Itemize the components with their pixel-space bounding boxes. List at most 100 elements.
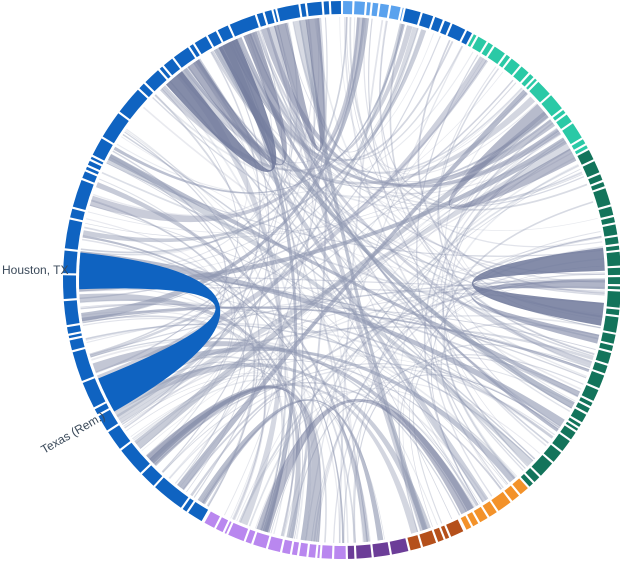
chord-line: [315, 231, 601, 542]
chord-line: [343, 354, 584, 544]
ring-segment: [282, 539, 293, 555]
chord-ribbon: [187, 31, 287, 166]
chord-ribbon: [116, 143, 571, 423]
chord-line: [339, 16, 524, 170]
label-texas-rem: Texas (Rem.): [39, 409, 108, 457]
ring-segment: [529, 81, 550, 103]
ring-segment: [67, 325, 81, 334]
ring-segment: [608, 277, 620, 285]
ring-segment: [330, 1, 341, 15]
ring-segment: [579, 397, 593, 407]
ring-segment: [607, 267, 620, 276]
ring-segment: [378, 3, 389, 18]
ring-segment: [82, 171, 97, 183]
ring-segment: [588, 174, 603, 185]
ring-segment: [504, 485, 519, 501]
chord-line: [292, 21, 606, 283]
chord-line: [79, 286, 266, 520]
chord-ribbon: [256, 398, 474, 533]
ring-segment: [606, 245, 620, 252]
chord-line: [248, 164, 580, 527]
ring-segment: [581, 385, 599, 401]
chord-line: [79, 79, 514, 300]
chord-line: [311, 363, 575, 542]
chord-ribbon: [134, 111, 549, 449]
chord-ribbon: [298, 19, 428, 531]
ring-segment: [139, 83, 153, 98]
ring-segment: [204, 511, 220, 528]
chord-line: [162, 33, 434, 173]
chord-line: [379, 20, 585, 207]
ring-segment: [595, 349, 612, 364]
ring-segment: [472, 36, 487, 53]
chord-line: [169, 366, 555, 479]
ring-segment: [343, 1, 353, 15]
chord-line: [95, 88, 239, 374]
ring-segment: [291, 541, 299, 556]
ring-segment: [277, 4, 301, 22]
chord-line: [124, 51, 261, 429]
ring-segment: [601, 332, 616, 344]
ring-segment: [568, 417, 581, 427]
ring-segment: [347, 545, 355, 559]
ring-segment: [228, 522, 249, 542]
chord-line: [89, 278, 606, 357]
ring-segment: [481, 42, 493, 57]
chord-line: [363, 18, 603, 248]
ring-segment: [253, 532, 270, 549]
label-houston-tx: Houston, TX: [2, 263, 68, 277]
ring-segment: [207, 31, 222, 47]
chord-line: [162, 130, 559, 473]
ring-segment: [300, 3, 307, 17]
ring-segment: [317, 545, 321, 559]
ring-segment: [323, 1, 330, 15]
chord-line: [122, 133, 536, 460]
ring-segment: [606, 251, 620, 267]
chord-ribbon: [149, 386, 312, 541]
ring-segment: [430, 17, 443, 32]
chord-line: [82, 315, 295, 537]
chord-line: [282, 157, 576, 537]
ring-segment: [592, 361, 608, 374]
chord-ribbon: [79, 252, 221, 412]
chord-line: [116, 51, 474, 196]
chord-line: [379, 20, 595, 356]
ring-segment: [598, 206, 614, 218]
chord-line: [109, 156, 247, 486]
chord-line: [91, 200, 233, 457]
ring-segment: [356, 544, 372, 559]
ring-segment: [68, 333, 82, 339]
ring-segment: [520, 474, 533, 487]
ring-segment: [87, 160, 102, 171]
ring-segment: [521, 74, 534, 87]
ring-segment: [145, 70, 167, 92]
chord-ribbon: [471, 280, 605, 344]
ring-segment: [601, 217, 615, 225]
ring-segment: [460, 515, 472, 530]
ring-segment: [63, 250, 78, 274]
ring-segment: [603, 315, 619, 333]
chord-line: [409, 265, 605, 528]
ring-segment: [606, 291, 620, 308]
ring-segment: [119, 89, 148, 120]
ring-segment: [273, 9, 279, 23]
chord-line: [441, 163, 579, 479]
chord-line: [122, 372, 385, 540]
ring-segment: [543, 444, 562, 462]
chord-line: [389, 23, 595, 355]
chord-line: [84, 226, 356, 543]
ring-segment: [482, 501, 497, 517]
ring-segment: [163, 58, 181, 76]
ring-segment: [467, 34, 477, 47]
ring-segment: [159, 66, 171, 79]
chord-line: [349, 17, 588, 211]
ring-segment: [334, 545, 346, 560]
chord-ribbon: [81, 306, 590, 372]
chord-line: [344, 16, 547, 447]
chord-line: [236, 127, 557, 522]
chord-line: [154, 94, 287, 531]
chord-line: [193, 17, 328, 498]
ring-segment: [513, 66, 529, 83]
ring-segment: [299, 542, 308, 557]
chord-line: [178, 73, 583, 210]
